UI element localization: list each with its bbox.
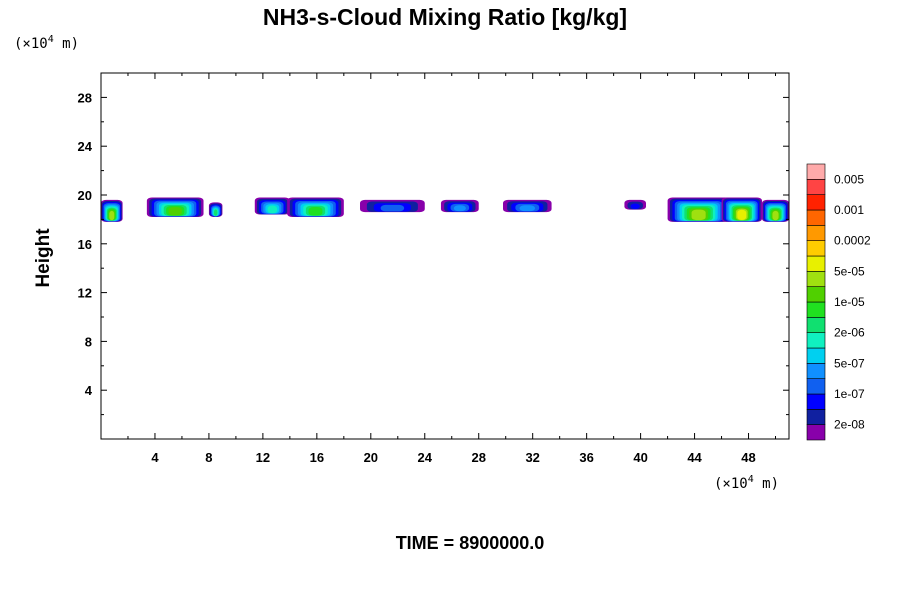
y-tick-label: 28 — [78, 90, 92, 105]
colorbar-label: 1e-05 — [834, 295, 865, 309]
contour-level — [109, 210, 115, 221]
cloud-region — [762, 199, 789, 222]
colorbar-label: 0.0002 — [834, 234, 871, 248]
colorbar-label: 2e-06 — [834, 326, 865, 340]
colorbar-swatch — [806, 179, 826, 195]
x-tick-label: 16 — [310, 450, 324, 465]
x-axis-ticks: 4 8 12 16 20 24 28 32 36 40 44 48 — [127, 73, 777, 465]
plot-frame — [100, 72, 790, 440]
x-tick-label: 48 — [741, 450, 755, 465]
colorbar-label: 5e-05 — [834, 264, 865, 278]
colorbar-swatch — [806, 393, 826, 410]
colorbar-swatch — [806, 271, 826, 287]
time-label: TIME = 8900000.0 — [396, 533, 545, 553]
colorbar: 2e-08 1e-07 5e-07 2e-06 1e-05 5e-05 0.0002 0.00… — [806, 163, 871, 441]
x-tick-label: 36 — [579, 450, 593, 465]
colorbar-label: 5e-07 — [834, 356, 865, 370]
colorbar-swatch — [806, 301, 826, 318]
x-tick-label: 20 — [364, 450, 378, 465]
x-axis-unit: (×104 m) — [714, 474, 779, 492]
cloud-region — [360, 199, 425, 213]
colorbar-swatch — [806, 378, 826, 395]
contour-level — [213, 209, 218, 216]
contour-level — [168, 207, 182, 216]
colorbar-label: 0.005 — [834, 172, 864, 186]
y-tick-label: 16 — [78, 237, 92, 252]
chart-title: NH3-s-Cloud Mixing Ratio [kg/kg] — [263, 4, 627, 30]
x-tick-label: 4 — [151, 450, 159, 465]
y-tick-label: 12 — [78, 286, 92, 301]
x-tick-label: 40 — [633, 450, 647, 465]
y-axis-label: Height — [33, 228, 54, 288]
y-tick-label: 20 — [78, 188, 92, 203]
y-tick-label: 4 — [85, 383, 93, 398]
x-tick-label: 24 — [418, 450, 433, 465]
cloud-region — [287, 197, 344, 217]
colorbar-swatch — [806, 286, 826, 303]
colorbar-swatch — [806, 363, 826, 379]
contour-level — [453, 205, 466, 212]
cloud-region — [624, 199, 647, 210]
y-axis-unit: (×104 m) — [14, 34, 79, 52]
y-axis-ticks: 4 8 12 16 20 24 28 — [78, 90, 789, 416]
cloud-region — [503, 199, 552, 213]
contour-level — [737, 209, 747, 221]
colorbar-swatch — [806, 194, 826, 211]
cloud-region — [254, 197, 290, 215]
y-tick-label: 24 — [78, 139, 93, 154]
x-tick-label: 28 — [471, 450, 485, 465]
cloud-region — [208, 202, 223, 217]
colorbar-swatch — [806, 424, 826, 441]
x-tick-label: 44 — [687, 450, 702, 465]
contour-level — [630, 203, 640, 210]
colorbar-swatch — [806, 163, 826, 180]
colorbar-swatch — [806, 317, 826, 333]
colorbar-label: 1e-07 — [834, 387, 865, 401]
colorbar-swatch — [806, 225, 826, 241]
cloud-region — [440, 199, 479, 213]
colorbar-swatch — [806, 255, 826, 272]
colorbar-swatch — [806, 209, 826, 226]
contour-level — [519, 205, 536, 212]
contour-level — [772, 210, 779, 221]
y-tick-label: 8 — [85, 334, 92, 349]
cloud-region — [721, 197, 763, 222]
colorbar-label: 2e-08 — [834, 418, 865, 432]
contour-level — [308, 206, 323, 216]
cloud-contours — [101, 197, 789, 222]
cloud-region — [101, 199, 123, 222]
colorbar-swatch — [806, 347, 826, 364]
x-tick-label: 12 — [256, 450, 270, 465]
cloud-region — [146, 197, 204, 217]
colorbar-swatch — [806, 240, 826, 257]
cloud-region — [667, 197, 730, 222]
x-tick-label: 32 — [525, 450, 539, 465]
contour-level — [691, 209, 706, 221]
contour-level — [380, 204, 405, 212]
colorbar-swatch — [806, 409, 826, 425]
contour-level — [267, 205, 278, 214]
colorbar-swatch — [806, 332, 826, 349]
x-tick-label: 8 — [205, 450, 212, 465]
colorbar-label: 0.001 — [834, 203, 864, 217]
